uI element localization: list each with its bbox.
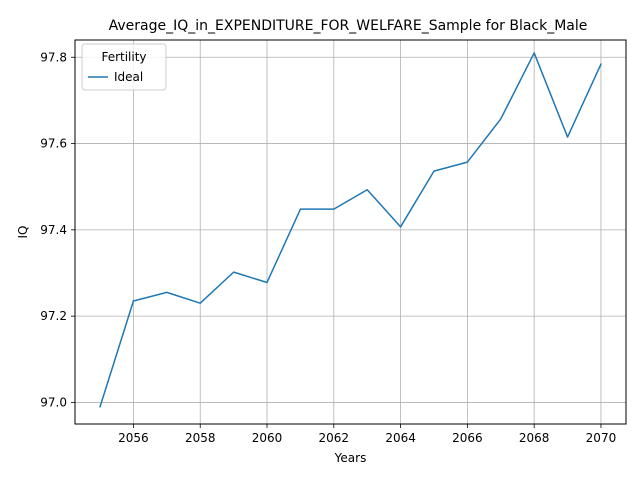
legend-entry-label: Ideal: [114, 70, 143, 84]
x-tick-label: 2068: [519, 431, 550, 445]
legend-title: Fertility: [101, 50, 146, 64]
y-tick-label: 97.6: [40, 137, 67, 151]
legend: Fertility Ideal: [82, 44, 166, 90]
x-tick-label: 2062: [319, 431, 350, 445]
x-tick-label: 2058: [185, 431, 216, 445]
x-tick-label: 2056: [118, 431, 149, 445]
x-axis-label: Years: [334, 451, 367, 465]
y-tick-label: 97.8: [40, 50, 67, 64]
x-tick-label: 2064: [385, 431, 416, 445]
chart-title: Average_IQ_in_EXPENDITURE_FOR_WELFARE_Sa…: [109, 18, 588, 34]
x-tick-label: 2066: [452, 431, 483, 445]
x-tick-label: 2060: [252, 431, 283, 445]
y-tick-label: 97.0: [40, 395, 67, 409]
y-tick-label: 97.2: [40, 309, 67, 323]
y-axis-label: IQ: [16, 226, 30, 239]
y-tick-label: 97.4: [40, 223, 67, 237]
x-tick-label: 2070: [586, 431, 617, 445]
